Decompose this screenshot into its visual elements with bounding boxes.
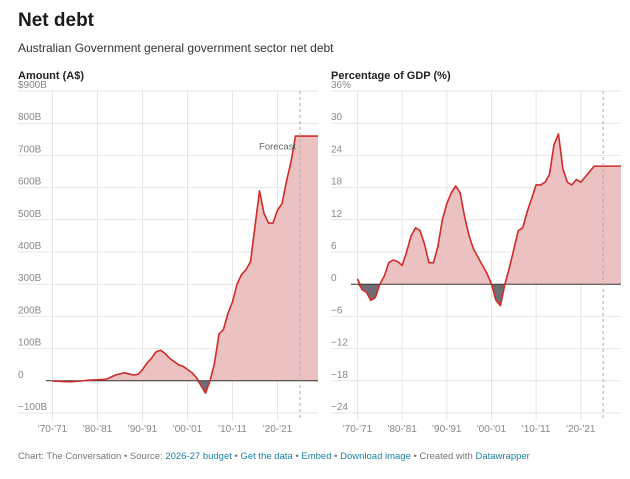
y-tick-label: 36% [331, 80, 351, 91]
y-tick-label: 400B [18, 241, 42, 252]
y-tick-label: −12 [331, 338, 348, 349]
forecast-label: Forecast [259, 142, 296, 153]
y-tick-label: 12 [331, 209, 343, 220]
embed-link[interactable]: Embed [301, 451, 332, 462]
source-link[interactable]: 2026-27 budget [165, 451, 232, 462]
x-tick-label: '70-'71 [38, 424, 68, 435]
y-tick-label: 6 [331, 241, 337, 252]
get-data-link[interactable]: Get the data [240, 451, 293, 462]
footer-sep: • [292, 451, 302, 462]
y-tick-label: 700B [18, 144, 42, 155]
y-tick-label: −24 [331, 402, 348, 413]
footer-created-with: • Created with [410, 451, 476, 462]
x-tick-label: '90-'91 [128, 424, 158, 435]
x-tick-label: '90-'91 [432, 424, 462, 435]
x-tick-label: '00-'01 [477, 424, 507, 435]
y-tick-label: −100B [18, 402, 48, 413]
y-tick-label: 600B [18, 177, 42, 188]
x-tick-label: '80-'81 [387, 424, 417, 435]
y-tick-label: 0 [331, 273, 337, 284]
positive-area [52, 136, 318, 381]
left-panel-ylabel: Amount (A$) [18, 70, 84, 82]
footer-sep: • [331, 451, 341, 462]
y-tick-label: 18 [331, 177, 343, 188]
chart-subtitle: Australian Government general government… [18, 41, 334, 55]
x-tick-label: '20-'21 [263, 424, 293, 435]
y-tick-label: 800B [18, 112, 42, 123]
y-tick-label: 100B [18, 338, 42, 349]
x-tick-label: '70-'71 [343, 424, 373, 435]
y-tick-label: −18 [331, 370, 348, 381]
series-line [356, 133, 621, 307]
negative-area [52, 380, 318, 394]
chart-footer: Chart: The Conversation • Source: 2026-2… [18, 451, 530, 462]
positive-area [357, 133, 621, 285]
y-tick-label: $900B [18, 80, 47, 91]
footer-sep: • [231, 451, 241, 462]
x-tick-label: '10-'11 [522, 424, 551, 435]
y-tick-label: 300B [18, 273, 42, 284]
series-line [52, 135, 318, 394]
footer-prefix: Chart: The Conversation • Source: [18, 451, 166, 462]
right-panel-ylabel: Percentage of GDP (%) [331, 70, 451, 82]
panel-amount: −100B 0 100B 200B 300B 400B 500B 600B 700B 800B $9… [18, 80, 318, 435]
x-tick-label: '80-'81 [83, 424, 113, 435]
y-tick-label: −6 [331, 305, 343, 316]
x-tick-label: '20-'21 [566, 424, 596, 435]
y-tick-label: 0 [18, 370, 24, 381]
datawrapper-link[interactable]: Datawrapper [475, 451, 530, 462]
download-image-link[interactable]: Download image [340, 451, 411, 462]
x-tick-label: '00-'01 [173, 424, 203, 435]
x-tick-label: '10-'11 [218, 424, 247, 435]
negative-area [357, 284, 621, 306]
y-tick-label: 24 [331, 144, 343, 155]
y-tick-label: 500B [18, 209, 42, 220]
y-tick-label: 200B [18, 305, 42, 316]
chart-title: Net debt [18, 10, 94, 31]
panel-gdp: −24 −18 −12 −6 0 6 12 18 24 30 36% '70-'71 '80-'81 '9… [331, 80, 621, 435]
y-tick-label: 30 [331, 112, 343, 123]
